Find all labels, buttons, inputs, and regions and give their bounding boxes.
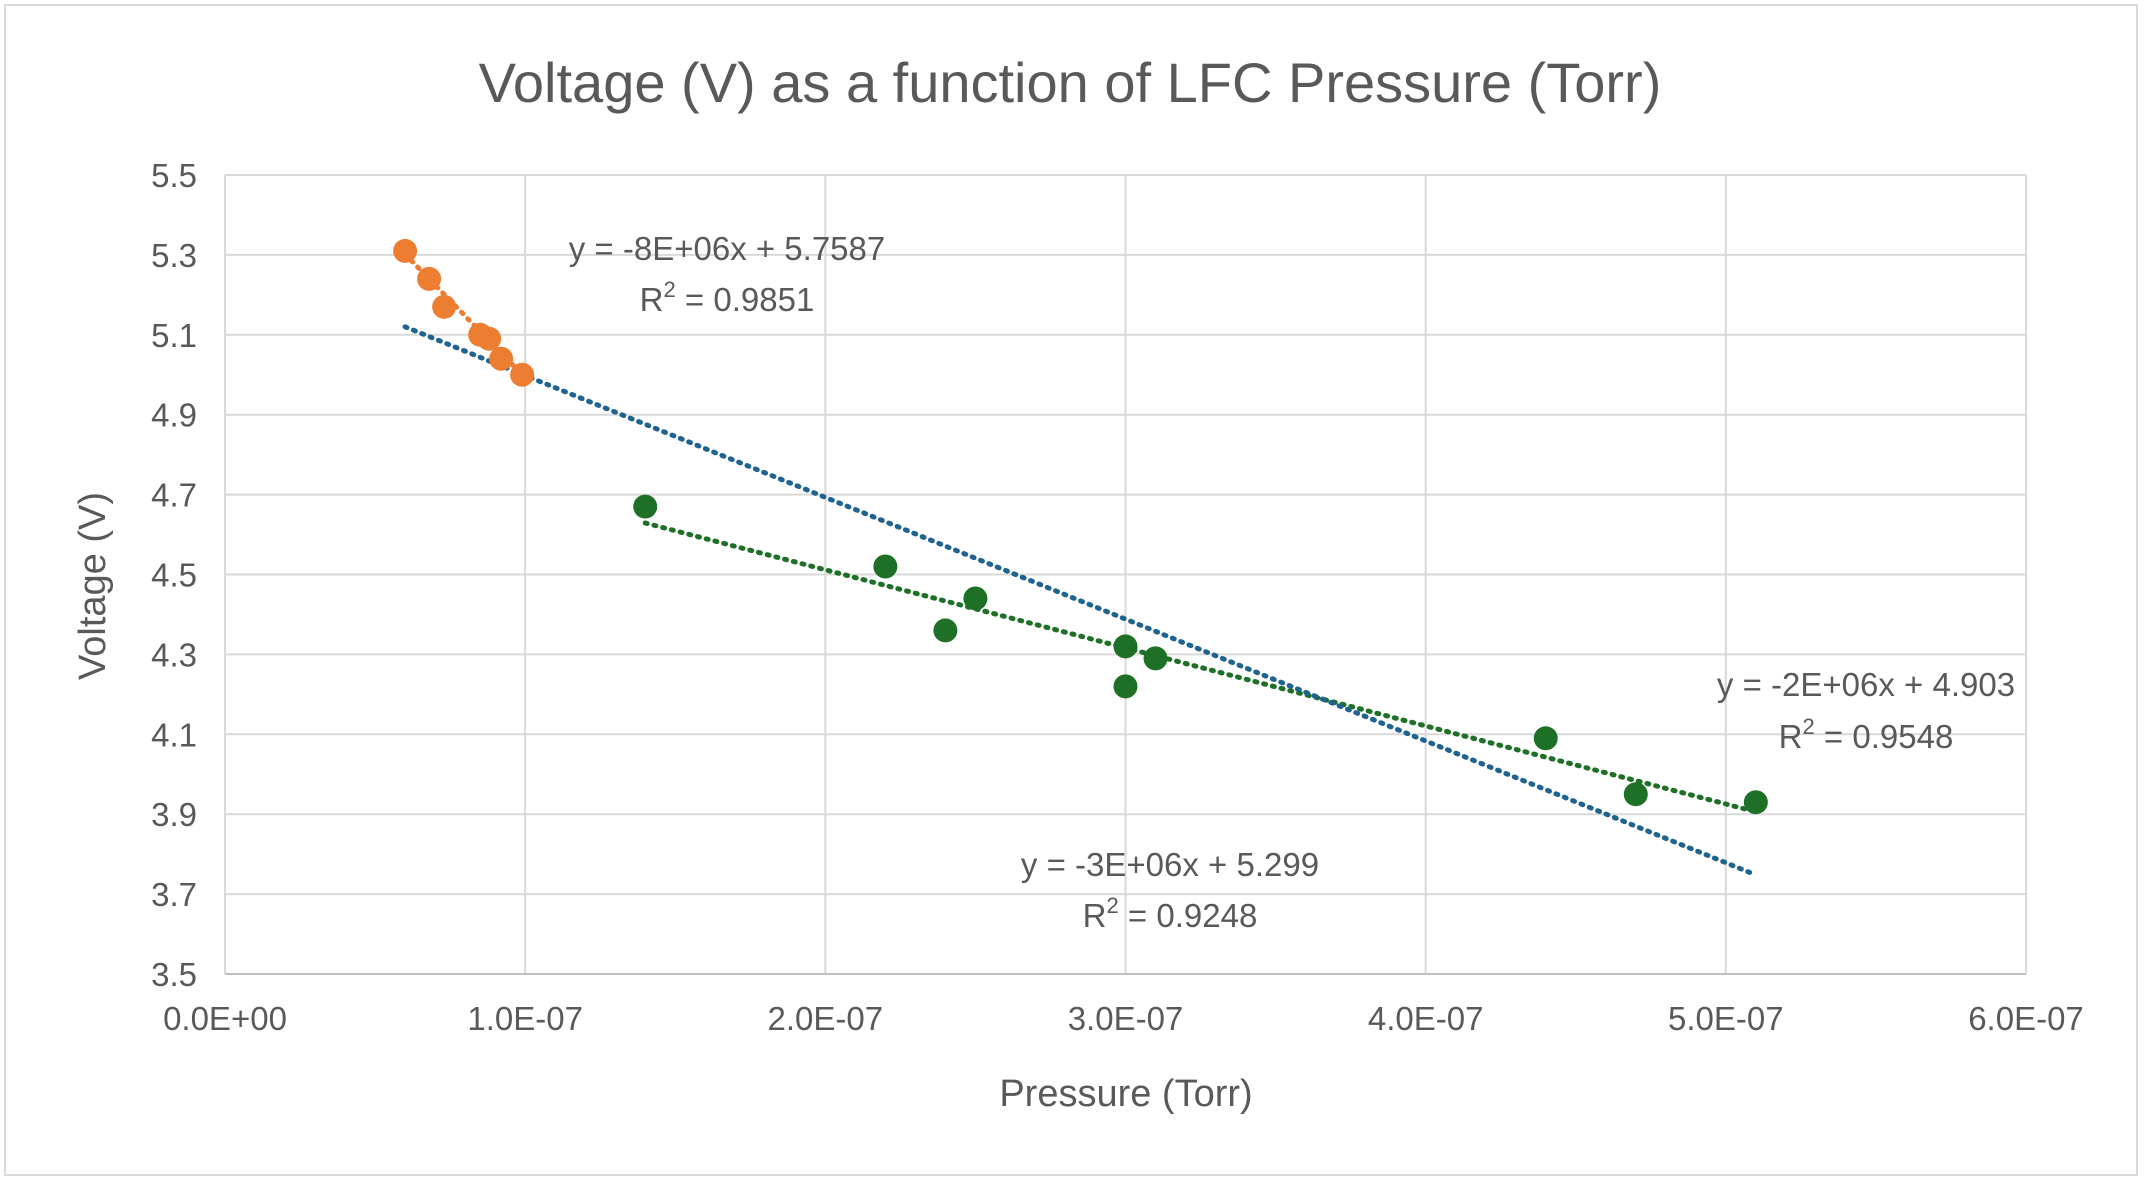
- trendline: [402, 324, 1759, 878]
- trendline-equation: y = -2E+06x + 4.903: [1717, 666, 2015, 703]
- scatter-chart: Voltage (V) as a function of LFC Pressur…: [72, 51, 2084, 1115]
- y-tick-label: 3.9: [151, 796, 197, 833]
- data-point: [873, 554, 898, 579]
- y-axis-title: Voltage (V): [72, 492, 114, 680]
- data-point: [1113, 634, 1138, 659]
- x-tick-label: 3.0E-07: [1068, 1000, 1184, 1037]
- y-tick-label: 5.3: [151, 237, 197, 274]
- y-tick-label: 3.7: [151, 876, 197, 913]
- data-point: [1113, 674, 1138, 699]
- y-tick-label: 5.5: [151, 157, 197, 194]
- x-tick-label: 4.0E-07: [1368, 1000, 1484, 1037]
- data-point: [393, 238, 418, 263]
- trendline-r-squared: R2 = 0.9548: [1779, 714, 1954, 755]
- trendline-equation: y = -3E+06x + 5.299: [1021, 846, 1319, 883]
- trendline-labels: y = -8E+06x + 5.7587 R2 = 0.9851 y = -2E+0…: [569, 230, 2015, 934]
- x-tick-label: 5.0E-07: [1668, 1000, 1784, 1037]
- data-point: [633, 494, 658, 519]
- y-tick-label: 4.9: [151, 397, 197, 434]
- data-point: [489, 346, 514, 371]
- data-point: [417, 266, 442, 291]
- trendlines: [402, 251, 1759, 878]
- trendline-r-squared: R2 = 0.9248: [1083, 893, 1258, 934]
- x-tick-label: 2.0E-07: [768, 1000, 884, 1037]
- data-point: [510, 362, 535, 387]
- data-point: [1533, 726, 1558, 751]
- y-tick-label: 4.5: [151, 557, 197, 594]
- x-tick-label: 0.0E+00: [163, 1000, 287, 1037]
- trendline: [642, 520, 1759, 815]
- chart-frame: Voltage (V) as a function of LFC Pressur…: [4, 4, 2138, 1176]
- data-point: [477, 326, 502, 351]
- data-point: [432, 294, 457, 319]
- y-tick-label: 3.5: [151, 956, 197, 993]
- chart-title: Voltage (V) as a function of LFC Pressur…: [479, 51, 1662, 114]
- x-tick-label: 6.0E-07: [1968, 1000, 2084, 1037]
- axes: 3.5 3.7 3.9 4.1 4.3 4.5 4.7 4.9 5.1 5.3 5.5 0.0E+00…: [151, 157, 2084, 1037]
- y-tick-label: 4.1: [151, 716, 197, 753]
- x-tick-label: 1.0E-07: [467, 1000, 583, 1037]
- data-point: [963, 586, 988, 611]
- trendline-equation: y = -8E+06x + 5.7587: [569, 230, 885, 267]
- data-point: [1623, 782, 1648, 807]
- data-point: [1143, 646, 1168, 671]
- x-axis-title: Pressure (Torr): [999, 1073, 1252, 1115]
- y-tick-label: 5.1: [151, 317, 197, 354]
- y-tick-label: 4.7: [151, 477, 197, 514]
- data-point: [933, 618, 958, 643]
- data-point: [1743, 790, 1768, 815]
- y-tick-label: 4.3: [151, 636, 197, 673]
- data-points: [393, 238, 1768, 815]
- trendline-r-squared: R2 = 0.9851: [640, 277, 815, 318]
